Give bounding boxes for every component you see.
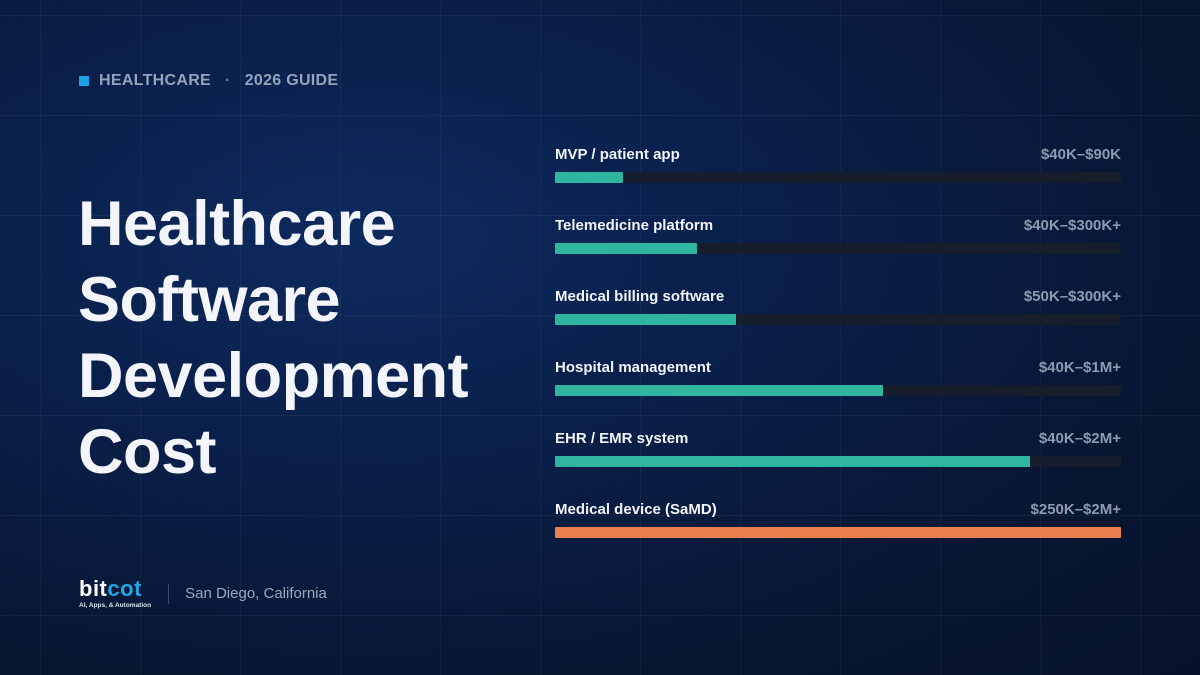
bar-track <box>555 243 1121 254</box>
separator-dot: · <box>225 72 231 89</box>
category-label: HEALTHCARE <box>99 72 212 89</box>
bar-category-label: MVP / patient app <box>555 146 680 163</box>
bar-value-label: $250K–$2M+ <box>1030 501 1121 518</box>
bar-value-label: $50K–$300K+ <box>1023 288 1121 305</box>
guide-label: 2026 GUIDE <box>244 72 339 89</box>
title-line-1: Healthcare <box>78 189 396 259</box>
footer-divider <box>168 583 170 604</box>
chart-row: Hospital management $40K–$1M+ <box>555 356 1121 427</box>
chart-row: Telemedicine platform $40K–$300K+ <box>555 214 1121 285</box>
bar-track <box>555 385 1121 396</box>
title-line-2: Software <box>78 265 341 335</box>
logo-tagline: AI, Apps, & Automation <box>79 602 152 609</box>
title-line-3: Development <box>78 341 469 411</box>
logo-wordmark: bitcot <box>79 578 151 600</box>
bar-value-label: $40K–$2M+ <box>1038 430 1121 447</box>
bar-category-label: Medical device (SaMD) <box>555 501 717 518</box>
chart-row: MVP / patient app $40K–$90K <box>555 143 1121 214</box>
bar-fill <box>555 385 883 396</box>
cost-bar-chart: MVP / patient app $40K–$90K Telemedicine p… <box>555 143 1121 569</box>
bar-track <box>555 172 1121 183</box>
logo-part-1: bit <box>79 576 108 601</box>
bar-value-label: $40K–$1M+ <box>1038 359 1121 376</box>
square-bullet-icon <box>79 76 89 86</box>
bar-fill <box>555 456 1030 467</box>
bar-value-label: $40K–$300K+ <box>1023 217 1121 234</box>
logo-part-2: cot <box>107 576 142 601</box>
bar-track <box>555 314 1121 325</box>
page-title: Healthcare Software Development Cost <box>78 186 508 490</box>
bar-category-label: Hospital management <box>555 359 711 376</box>
bar-category-label: Telemedicine platform <box>555 217 714 234</box>
bar-category-label: Medical billing software <box>555 288 725 305</box>
chart-row: Medical device (SaMD) $250K–$2M+ <box>555 498 1121 569</box>
bar-fill <box>555 243 697 254</box>
bar-fill <box>555 314 736 325</box>
location-text: San Diego, California <box>185 585 327 602</box>
bar-track <box>555 527 1121 538</box>
footer: bitcot AI, Apps, & Automation San Diego,… <box>79 578 327 610</box>
bitcot-logo: bitcot AI, Apps, & Automation <box>79 578 152 610</box>
bar-fill <box>555 527 1121 538</box>
title-line-4: Cost <box>78 417 217 487</box>
bar-value-label: $40K–$90K <box>1040 146 1121 163</box>
chart-row: EHR / EMR system $40K–$2M+ <box>555 427 1121 498</box>
bar-track <box>555 456 1121 467</box>
bar-fill <box>555 172 623 183</box>
header-kicker: HEALTHCARE · 2026 GUIDE <box>79 72 338 90</box>
chart-row: Medical billing software $50K–$300K+ <box>555 285 1121 356</box>
bar-category-label: EHR / EMR system <box>555 430 689 447</box>
